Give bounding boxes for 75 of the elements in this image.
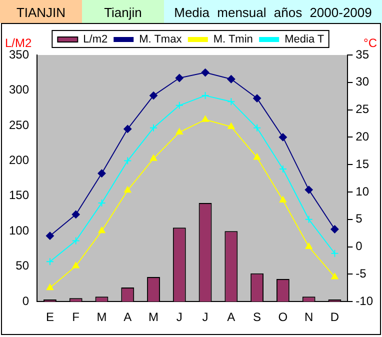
point bbox=[98, 226, 106, 234]
point bbox=[124, 124, 132, 133]
legend-label: Media T bbox=[284, 34, 324, 46]
point bbox=[46, 258, 54, 266]
point bbox=[98, 198, 106, 207]
point bbox=[253, 124, 262, 132]
y2-axis-title: °C bbox=[364, 36, 377, 50]
point bbox=[331, 272, 338, 280]
y2-tick-label: 30 bbox=[356, 74, 370, 89]
point bbox=[124, 156, 132, 165]
point bbox=[330, 249, 339, 258]
text: Media mensual años 2000-2009 bbox=[164, 0, 382, 23]
y-tick-label: 200 bbox=[8, 153, 30, 167]
x-tick-label: F bbox=[72, 310, 80, 324]
y2-tick-label: 10 bbox=[356, 184, 370, 198]
point bbox=[46, 232, 54, 240]
legend-label: L/m2 bbox=[83, 34, 108, 46]
point bbox=[124, 186, 132, 193]
y2-tick-label: 35 bbox=[356, 47, 370, 62]
x-tick-label: J bbox=[202, 310, 208, 324]
point bbox=[72, 210, 80, 218]
x-tick-label: S bbox=[253, 310, 262, 324]
point bbox=[330, 225, 339, 234]
point bbox=[304, 186, 313, 194]
point bbox=[201, 68, 210, 77]
y-tick-label: 50 bbox=[16, 258, 30, 273]
y2-tick-label: 5 bbox=[356, 212, 363, 226]
x-tick-label: O bbox=[278, 310, 288, 324]
y-tick-label: 350 bbox=[8, 47, 30, 62]
point bbox=[72, 236, 80, 245]
y2-tick-label: 20 bbox=[356, 130, 370, 144]
y-tick-label: 0 bbox=[22, 294, 30, 308]
point bbox=[150, 124, 158, 132]
point bbox=[227, 98, 236, 106]
y2-tick-label: 0 bbox=[356, 239, 363, 254]
point bbox=[98, 169, 106, 178]
point bbox=[279, 196, 286, 202]
point bbox=[202, 116, 209, 122]
point bbox=[46, 284, 54, 290]
point bbox=[175, 74, 184, 82]
y-tick-label: 300 bbox=[8, 82, 30, 97]
point bbox=[254, 153, 261, 160]
x-tick-label: A bbox=[227, 310, 236, 324]
point bbox=[278, 164, 287, 173]
legend-label: M. Tmax bbox=[139, 34, 182, 46]
point bbox=[278, 133, 287, 142]
point bbox=[227, 75, 236, 84]
x-tick-label: J bbox=[176, 310, 182, 324]
x-tick-label: E bbox=[46, 310, 54, 324]
y2-tick-label: -5 bbox=[356, 266, 367, 281]
x-tick-label: D bbox=[330, 310, 340, 324]
point bbox=[72, 262, 80, 268]
point bbox=[150, 154, 158, 161]
y2-tick-label: 25 bbox=[356, 102, 370, 116]
point bbox=[305, 242, 312, 250]
point bbox=[176, 128, 183, 135]
y2-tick-label: -10 bbox=[356, 294, 374, 308]
x-tick-label: N bbox=[304, 310, 314, 324]
point bbox=[201, 92, 210, 100]
chart-subtitle: Tianjin bbox=[82, 0, 164, 23]
x-tick-label: M bbox=[96, 310, 107, 324]
x-tick-label: M bbox=[148, 310, 159, 324]
y-tick-label: 150 bbox=[8, 188, 30, 202]
point bbox=[228, 122, 235, 130]
y-tick-label: 100 bbox=[8, 223, 30, 238]
point bbox=[304, 215, 313, 224]
point bbox=[175, 101, 184, 110]
y2-tick-label: 15 bbox=[356, 156, 370, 171]
x-tick-label: A bbox=[124, 310, 132, 324]
y-tick-label: 250 bbox=[8, 118, 30, 132]
y-axis-title: L/M2 bbox=[5, 36, 32, 50]
point bbox=[150, 92, 158, 100]
chart-title: TIANJIN bbox=[0, 0, 82, 23]
legend-label: M. Tmin bbox=[213, 34, 253, 46]
point bbox=[253, 94, 262, 102]
